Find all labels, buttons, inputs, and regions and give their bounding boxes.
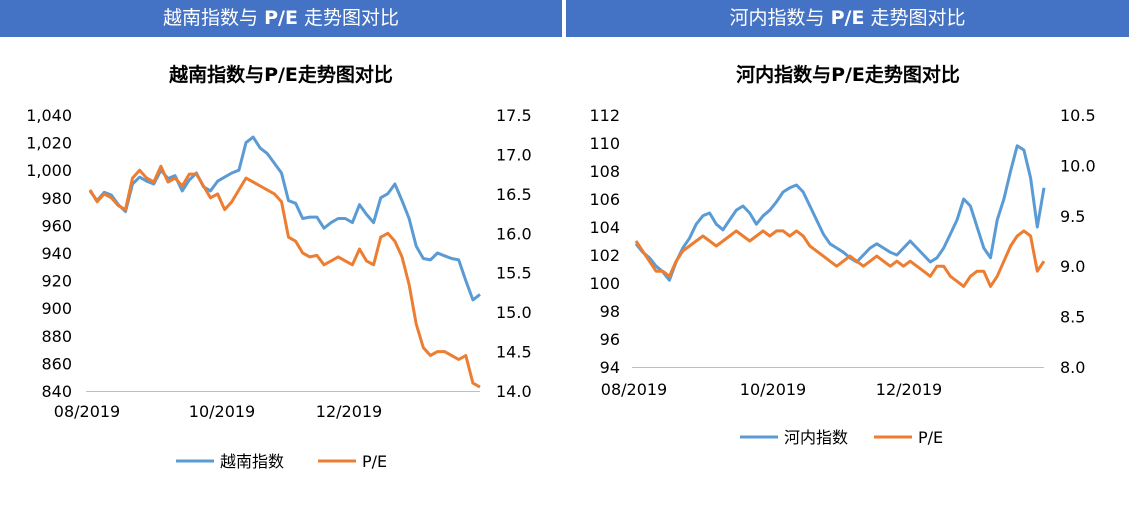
vn-right-axis-tick-label: 17.0 xyxy=(496,145,532,164)
hnx-right-axis-tick-label: 10.5 xyxy=(1060,106,1096,125)
vn-right-axis-tick-label: 16.0 xyxy=(496,224,532,243)
vn-x-tick-label: 10/2019 xyxy=(189,402,255,421)
vn-x-tick-label: 08/2019 xyxy=(54,402,120,421)
hnx-x-tick-label: 08/2019 xyxy=(601,380,667,399)
hnx-legend-label-index: 河内指数 xyxy=(784,428,848,447)
vn-right-axis-tick-label: 15.5 xyxy=(496,264,532,283)
hnx-right-axis-tick-label: 9.5 xyxy=(1060,207,1085,226)
hnx-chart-title: 河内指数与P/E走势图对比 xyxy=(736,63,960,86)
vn-left-axis-tick-label: 900 xyxy=(41,299,72,318)
banner-left: 越南指数与 P/E 走势图对比 xyxy=(0,0,562,37)
vn-left-axis-tick-label: 880 xyxy=(41,327,72,346)
banner-right: 河内指数与 P/E 走势图对比 xyxy=(566,0,1129,37)
vn-x-tick-label: 12/2019 xyxy=(316,402,382,421)
vn-left-axis-tick-label: 980 xyxy=(41,189,72,208)
vn-left-axis-tick-label: 840 xyxy=(41,382,72,401)
vn-legend-label-pe: P/E xyxy=(362,452,387,471)
hnx-left-axis-tick-label: 112 xyxy=(589,106,620,125)
vn-legend-label-index: 越南指数 xyxy=(220,452,284,471)
hnx-left-axis-tick-label: 98 xyxy=(600,302,620,321)
vn-right-axis-tick-label: 14.0 xyxy=(496,382,532,401)
vn-right-axis-tick-label: 16.5 xyxy=(496,185,532,204)
vn-left-axis-tick-label: 860 xyxy=(41,354,72,373)
hnx-series-line-pe xyxy=(634,229,1046,288)
hnx-left-axis-tick-label: 96 xyxy=(600,330,620,349)
vn-left-axis-tick-label: 1,040 xyxy=(26,106,72,125)
hnx-right-axis-tick-label: 10.0 xyxy=(1060,156,1096,175)
hnx-right-axis-tick-label: 9.0 xyxy=(1060,257,1085,276)
vn-left-axis-tick-label: 940 xyxy=(41,244,72,263)
hanoi-index-chart: 河内指数与P/E走势图对比 94 96 98 100 102 104 106 108 110 112… xyxy=(589,63,1096,447)
hnx-left-axis-tick-label: 110 xyxy=(589,134,620,153)
hnx-right-axis-tick-label: 8.0 xyxy=(1060,358,1085,377)
banner-right-title: 河内指数与 P/E 走势图对比 xyxy=(729,7,966,29)
vn-right-axis-tick-label: 15.0 xyxy=(496,303,532,322)
vn-left-axis-tick-label: 1,020 xyxy=(26,134,72,153)
vn-right-axis-tick-label: 14.5 xyxy=(496,343,532,362)
hnx-legend-label-pe: P/E xyxy=(918,428,943,447)
hnx-x-tick-label: 10/2019 xyxy=(740,380,806,399)
vn-chart-title: 越南指数与P/E走势图对比 xyxy=(168,63,393,86)
hnx-left-axis-tick-label: 102 xyxy=(589,246,620,265)
vietnam-index-chart: 越南指数与P/E走势图对比 840 860 880 900 920 940 960 980 1,0… xyxy=(26,63,532,471)
hnx-left-axis-tick-label: 106 xyxy=(589,190,620,209)
vn-series-line-pe xyxy=(88,164,481,389)
hnx-left-axis-tick-label: 104 xyxy=(589,218,620,237)
hnx-series-line-index xyxy=(634,144,1046,282)
hnx-right-axis-tick-label: 8.5 xyxy=(1060,308,1085,327)
banner-left-title: 越南指数与 P/E 走势图对比 xyxy=(163,7,399,29)
hnx-left-axis-tick-label: 100 xyxy=(589,274,620,293)
hnx-left-axis-tick-label: 94 xyxy=(600,358,620,377)
vn-right-axis-tick-label: 17.5 xyxy=(496,106,532,125)
vn-left-axis-tick-label: 1,000 xyxy=(26,161,72,180)
vn-left-axis-tick-label: 920 xyxy=(41,272,72,291)
hnx-x-tick-label: 12/2019 xyxy=(876,380,942,399)
vn-left-axis-tick-label: 960 xyxy=(41,216,72,235)
hnx-left-axis-tick-label: 108 xyxy=(589,162,620,181)
